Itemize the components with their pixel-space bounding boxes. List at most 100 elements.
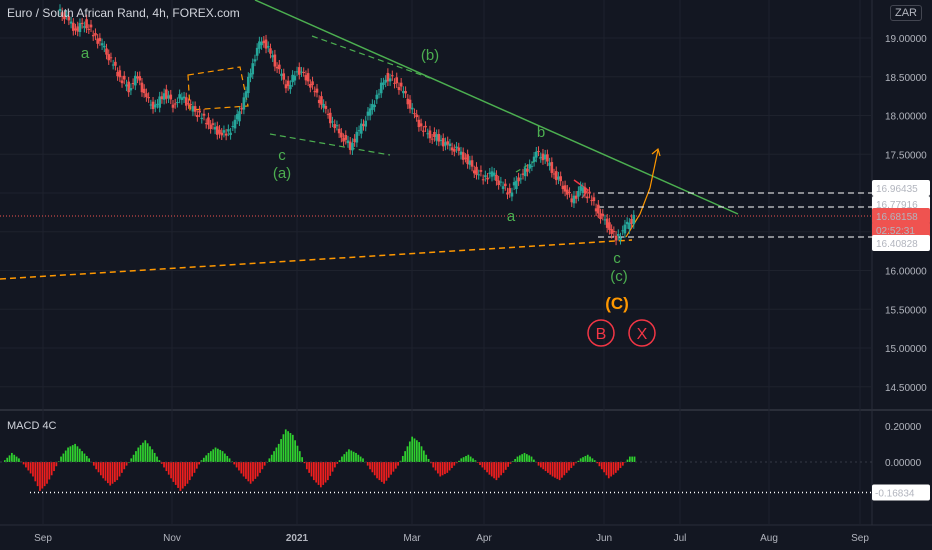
macd-bar [4,460,6,462]
candle-body [375,94,379,100]
macd-bar [399,460,402,462]
candle-body [554,171,558,181]
macd-bar [437,462,439,474]
candle-body [450,147,454,151]
candle-body [136,76,139,79]
macd-bar [34,462,37,482]
candle-body [293,75,297,81]
candle-body [557,176,560,180]
candle-body [103,45,106,48]
candle-body [492,172,496,176]
macd-bar [123,462,126,470]
macd-bar [125,462,128,466]
candle-body [273,54,277,67]
macd-bar [39,462,41,491]
candle-body [335,125,339,127]
macd-bar [144,440,147,462]
candle-body [165,89,168,99]
countdown-tag-bg [872,222,930,238]
macd-bar [565,462,568,473]
macd-bar [390,462,392,475]
candle-body [153,104,157,108]
macd-bar [348,449,350,462]
candle-body [592,197,596,202]
macd-bar [245,462,247,479]
macd-bar [11,452,13,462]
candle-body [187,103,190,105]
macd-bar [458,460,460,462]
candle-body [594,208,598,212]
candle-body [621,230,625,232]
candle-body [362,124,365,126]
macd-bar [420,446,423,462]
macd-bar [378,462,381,481]
macd-bar [97,462,100,473]
macd-bar [81,451,83,462]
macd-bar [128,462,130,463]
candle-body [526,168,529,172]
candle-body [304,75,308,81]
macd-bar [235,462,238,468]
currency-badge[interactable]: ZAR [890,5,922,21]
candle-body [114,61,117,66]
candle-body [182,96,186,99]
price-tick-label: 19.00000 [885,34,927,45]
macd-bar [247,462,250,482]
macd-bar [254,462,257,479]
macd-bar [540,462,542,468]
candle-body [80,22,84,24]
macd-bar [385,462,388,481]
macd-bar [252,462,254,482]
candle-body [510,192,514,197]
price-tag-bg [872,235,930,251]
macd-bar [511,461,514,462]
macd-bar [291,434,294,462]
candle-body [315,88,319,93]
macd-bar [397,462,399,466]
candle-body [282,73,286,80]
macd-bar [516,456,519,462]
macd-bar [92,462,95,466]
macd-bar [146,443,149,462]
macd-bar [165,462,168,472]
candle-body [240,107,243,110]
macd-bar [603,462,605,473]
candle-body [417,119,421,128]
candle-body [63,15,66,20]
candle-body [169,94,173,100]
candle-body [391,75,394,77]
macd-bar [404,451,407,462]
candle-body [541,153,545,161]
macd-bar [238,462,240,471]
time-tick-label: 2021 [286,533,309,544]
candle-body [570,198,574,203]
time-tick-label: Mar [403,533,421,544]
candle-body [399,82,403,87]
macd-bar [444,462,446,475]
candle-body [444,142,447,146]
candle-body [623,224,627,234]
macd-bar [303,462,306,464]
macd-bar [596,462,598,464]
resistance-trendline [254,0,739,215]
candle-body [625,221,629,225]
macd-bar [591,458,594,462]
macd-bar [282,434,285,462]
macd-bar [6,457,9,462]
candle-body [109,57,113,59]
macd-bar [263,462,266,466]
candle-body [74,28,77,31]
candle-body [189,104,193,106]
macd-bar [572,462,575,466]
candle-body [632,214,636,225]
macd-bar [195,462,198,469]
candle-body [488,172,492,174]
candle-body [464,157,467,159]
macd-bar [25,462,27,468]
candle-body [455,146,458,149]
macd-bar [469,456,472,462]
price-tag: 16.40828 [876,239,918,250]
macd-bar [542,462,545,470]
macd-bar [233,462,236,465]
